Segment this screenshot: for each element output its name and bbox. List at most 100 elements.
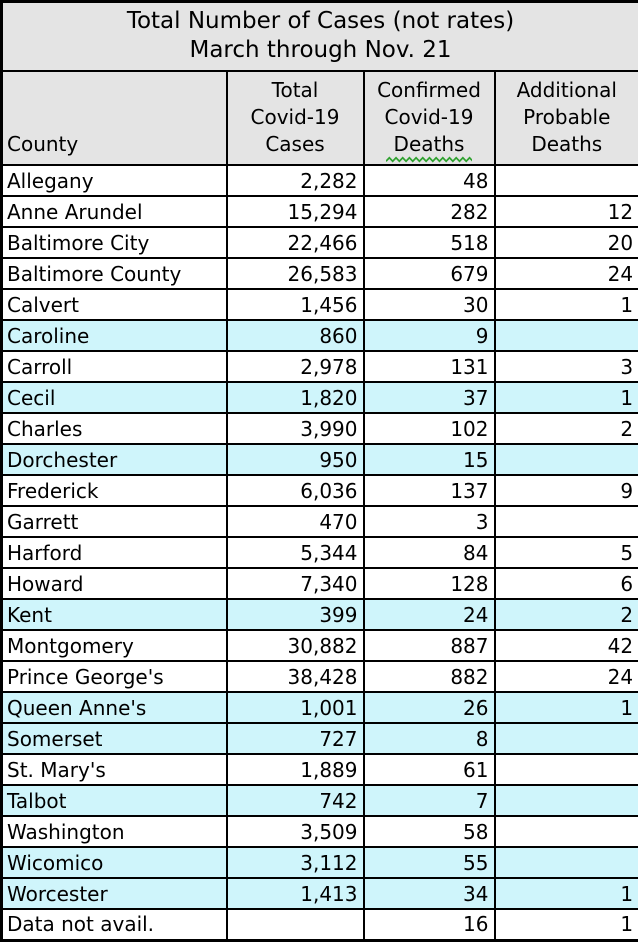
table-title: Total Number of Cases (not rates) March …	[2, 2, 638, 72]
cases-cell: 30,882	[227, 630, 364, 661]
probable-cell	[495, 165, 638, 196]
county-cell: Talbot	[2, 785, 227, 816]
header-line: Confirmed	[377, 78, 481, 102]
probable-cell: 42	[495, 630, 638, 661]
column-header-confirmed-deaths: Confirmed Covid-19 Deaths	[364, 71, 495, 165]
deaths-cell: 24	[364, 599, 495, 630]
county-cell: Carroll	[2, 351, 227, 382]
probable-cell	[495, 847, 638, 878]
deaths-cell: 128	[364, 568, 495, 599]
header-row: County Total Covid-19 Cases Confirmed Co…	[2, 71, 638, 165]
county-cell: Howard	[2, 568, 227, 599]
county-cell: Baltimore County	[2, 258, 227, 289]
probable-cell	[495, 816, 638, 847]
cases-cell: 1,820	[227, 382, 364, 413]
deaths-cell: 8	[364, 723, 495, 754]
probable-cell: 20	[495, 227, 638, 258]
county-cell: Caroline	[2, 320, 227, 351]
deaths-cell: 26	[364, 692, 495, 723]
county-cell: Garrett	[2, 506, 227, 537]
deaths-cell: 679	[364, 258, 495, 289]
spellcheck-squiggle-icon	[386, 156, 473, 163]
county-cell: St. Mary's	[2, 754, 227, 785]
cases-cell: 2,978	[227, 351, 364, 382]
county-cell: Harford	[2, 537, 227, 568]
cases-cell: 399	[227, 599, 364, 630]
probable-cell	[495, 754, 638, 785]
cases-cell: 38,428	[227, 661, 364, 692]
deaths-cell: 102	[364, 413, 495, 444]
county-cell: Washington	[2, 816, 227, 847]
county-cell: Allegany	[2, 165, 227, 196]
probable-cell: 1	[495, 909, 638, 940]
county-cell: Kent	[2, 599, 227, 630]
deaths-cell: 131	[364, 351, 495, 382]
county-cell: Montgomery	[2, 630, 227, 661]
cases-cell: 727	[227, 723, 364, 754]
deaths-cell: 61	[364, 754, 495, 785]
header-line: Total	[272, 78, 319, 102]
deaths-cell: 34	[364, 878, 495, 909]
deaths-cell: 15	[364, 444, 495, 475]
deaths-cell: 282	[364, 196, 495, 227]
header-line: Covid-19	[251, 105, 340, 129]
cases-cell: 950	[227, 444, 364, 475]
probable-cell	[495, 320, 638, 351]
deaths-cell: 48	[364, 165, 495, 196]
deaths-cell: 887	[364, 630, 495, 661]
county-cell: Charles	[2, 413, 227, 444]
probable-cell: 9	[495, 475, 638, 506]
county-cell: Dorchester	[2, 444, 227, 475]
county-cell: Queen Anne's	[2, 692, 227, 723]
deaths-cell: 3	[364, 506, 495, 537]
county-cell: Wicomico	[2, 847, 227, 878]
probable-cell	[495, 444, 638, 475]
cases-cell: 7,340	[227, 568, 364, 599]
column-header-additional-probable: Additional Probable Deaths	[495, 71, 638, 165]
probable-cell: 1	[495, 382, 638, 413]
deaths-cell: 518	[364, 227, 495, 258]
column-header-county: County	[2, 71, 227, 165]
spellcheck-squiggle-word: Deaths	[394, 131, 465, 158]
title-row: Total Number of Cases (not rates) March …	[2, 2, 638, 72]
deaths-cell: 84	[364, 537, 495, 568]
deaths-cell: 16	[364, 909, 495, 940]
probable-cell: 3	[495, 351, 638, 382]
probable-cell: 6	[495, 568, 638, 599]
probable-cell	[495, 785, 638, 816]
probable-cell	[495, 723, 638, 754]
cases-cell: 2,282	[227, 165, 364, 196]
probable-cell: 24	[495, 661, 638, 692]
deaths-cell: 7	[364, 785, 495, 816]
deaths-cell: 882	[364, 661, 495, 692]
probable-cell: 5	[495, 537, 638, 568]
cases-cell: 470	[227, 506, 364, 537]
deaths-cell: 137	[364, 475, 495, 506]
county-cell: Prince George's	[2, 661, 227, 692]
probable-cell: 12	[495, 196, 638, 227]
deaths-cell: 58	[364, 816, 495, 847]
probable-cell: 2	[495, 413, 638, 444]
deaths-cell: 30	[364, 289, 495, 320]
cases-cell: 6,036	[227, 475, 364, 506]
